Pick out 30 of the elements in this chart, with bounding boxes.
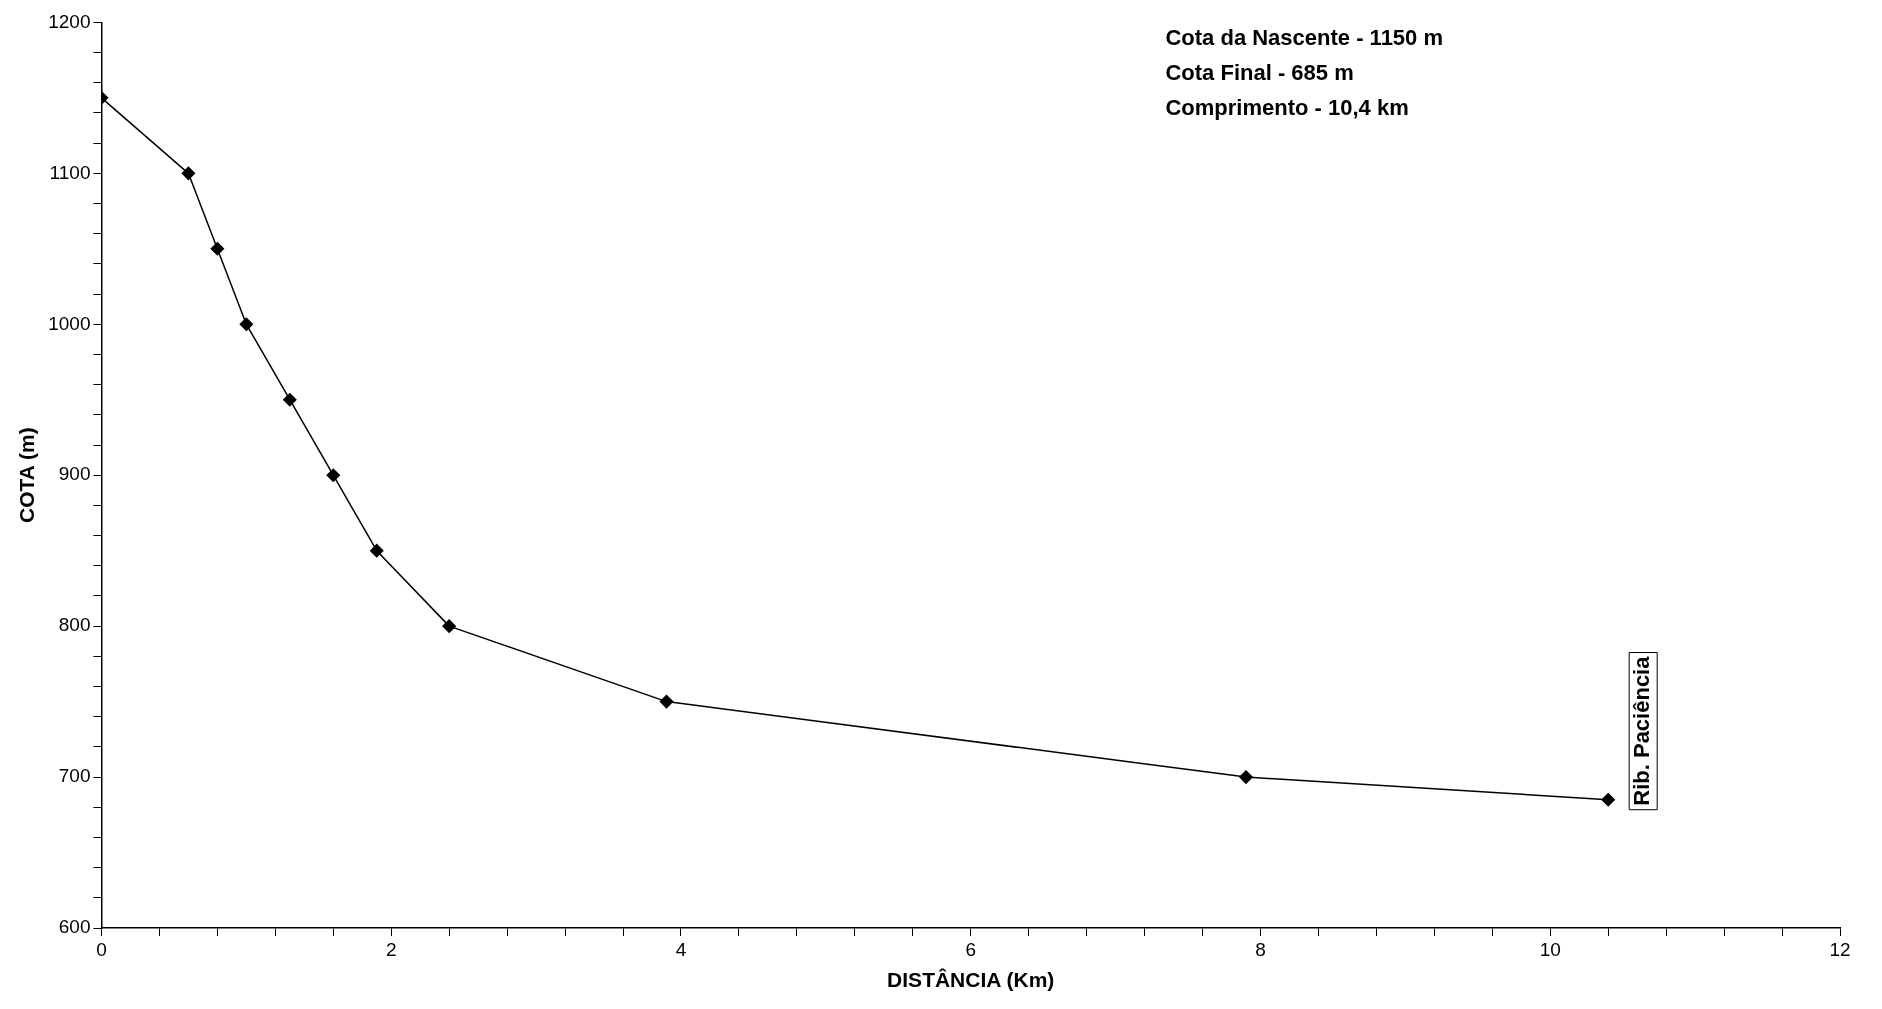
point <box>1239 770 1253 784</box>
y-tick-label: 600 <box>58 916 91 938</box>
y-tick-label: 1000 <box>48 312 91 334</box>
annotation: Rib. Paciência <box>1629 655 1655 806</box>
x-axis-title: DISTÂNCIA (Km) <box>887 968 1055 992</box>
y-axis-title: COTA (m) <box>15 427 39 524</box>
x-tick-label: 10 <box>1539 938 1561 960</box>
point <box>326 468 341 482</box>
annotation: Cota da Nascente - 1150 m <box>1165 25 1444 51</box>
x-tick-label: 6 <box>965 938 977 960</box>
point <box>210 242 225 256</box>
y-tick-label: 1100 <box>49 161 91 183</box>
y-tick-label: 800 <box>58 614 91 636</box>
annotation: Comprimento - 10,4 km <box>1165 95 1409 121</box>
y-tick-label: 700 <box>58 765 91 787</box>
y-tick-label: 900 <box>58 463 91 485</box>
point <box>1601 792 1615 807</box>
point <box>283 392 297 407</box>
y-tick-label: 1200 <box>48 10 91 32</box>
x-tick-label: 0 <box>96 938 107 960</box>
point <box>239 317 254 332</box>
point <box>442 619 456 633</box>
x-tick-label: 4 <box>675 938 687 960</box>
point <box>659 694 674 709</box>
x-tick-label: 2 <box>385 938 397 960</box>
x-tick-label: 8 <box>1255 938 1266 960</box>
annotation: Cota Final - 685 m <box>1165 60 1354 86</box>
point <box>181 166 196 181</box>
x-tick-label: 12 <box>1829 938 1851 960</box>
point <box>369 543 384 558</box>
